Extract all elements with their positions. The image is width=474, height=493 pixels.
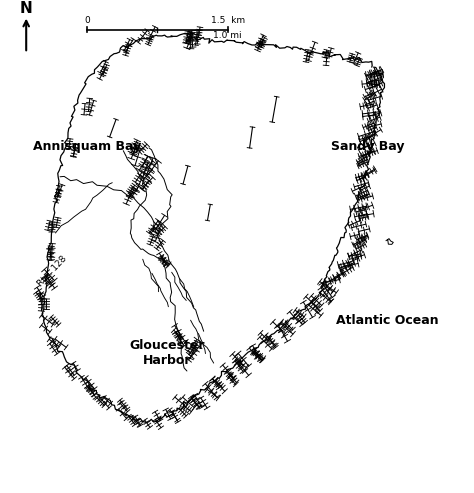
Text: 0: 0: [84, 16, 90, 25]
Text: N: N: [20, 1, 33, 16]
Text: 1.5  km: 1.5 km: [210, 16, 245, 25]
Text: Annisquam Bay: Annisquam Bay: [33, 141, 141, 153]
Text: 1.0 mi: 1.0 mi: [213, 31, 242, 40]
Text: Atlantic Ocean: Atlantic Ocean: [336, 314, 438, 327]
Text: Rte. 128: Rte. 128: [36, 254, 68, 288]
Text: Sandy Bay: Sandy Bay: [331, 141, 405, 153]
Text: Gloucester
Harbor: Gloucester Harbor: [129, 339, 204, 367]
